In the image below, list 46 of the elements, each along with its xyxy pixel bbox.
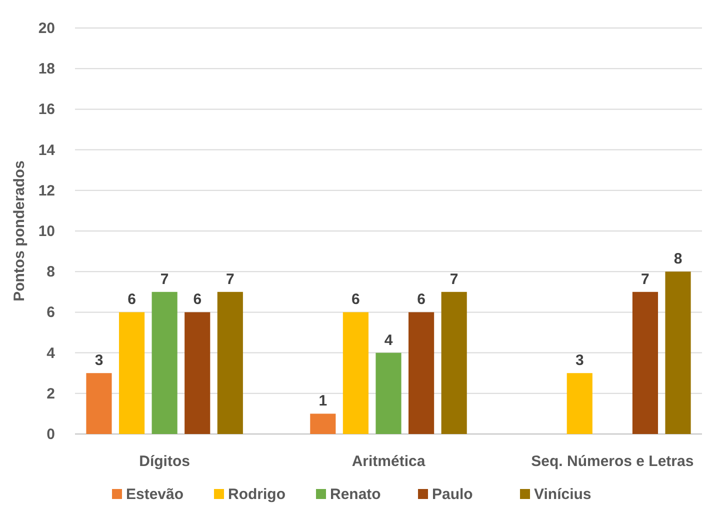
legend-label: Estevão (126, 486, 184, 503)
y-tick-label: 14 (38, 142, 56, 159)
data-label: 7 (450, 270, 458, 288)
data-label: 6 (128, 291, 136, 308)
y-tick-label: 4 (46, 344, 56, 362)
legend-label: Rodrigo (228, 486, 286, 503)
y-tick-label: 18 (38, 60, 55, 78)
y-tick-label: 6 (46, 304, 55, 322)
data-label: 4 (384, 332, 394, 349)
data-label: 8 (674, 250, 682, 268)
bar (152, 292, 178, 434)
y-tick-label: 12 (38, 182, 55, 200)
bar (632, 292, 658, 434)
data-label: 3 (94, 352, 104, 370)
x-tick-label: Dígitos (139, 453, 190, 470)
bar (217, 292, 243, 434)
data-label: 6 (417, 291, 426, 308)
y-axis-title: Pontos ponderados (11, 160, 28, 302)
data-label: 7 (160, 270, 169, 288)
bar (665, 272, 691, 434)
y-tick-label: 20 (38, 20, 55, 37)
data-label: 1 (318, 392, 328, 410)
y-tick-label: 16 (38, 101, 55, 118)
x-tick-label: Seq. Números e Letras (531, 453, 694, 470)
data-label: 7 (226, 270, 234, 288)
bar (310, 414, 336, 434)
data-label: 6 (193, 291, 202, 308)
bar (408, 312, 434, 434)
bar (86, 373, 112, 434)
bar (441, 292, 467, 434)
bar (566, 373, 592, 434)
y-tick-label: 10 (38, 223, 55, 240)
legend-label: Paulo (432, 486, 473, 503)
x-tick-label: Aritmética (352, 453, 426, 470)
data-label: 6 (352, 291, 360, 308)
bar (118, 312, 145, 434)
legend-label: Vinícius (534, 486, 592, 503)
data-label: 7 (641, 270, 650, 288)
y-tick-label: 0 (46, 426, 55, 443)
y-tick-label: 8 (46, 264, 55, 281)
legend-label: Renato (330, 486, 381, 503)
bar (184, 312, 210, 434)
bar (376, 352, 402, 434)
data-label: 3 (575, 352, 584, 370)
bar (342, 312, 368, 434)
y-tick-label: 2 (46, 385, 55, 402)
